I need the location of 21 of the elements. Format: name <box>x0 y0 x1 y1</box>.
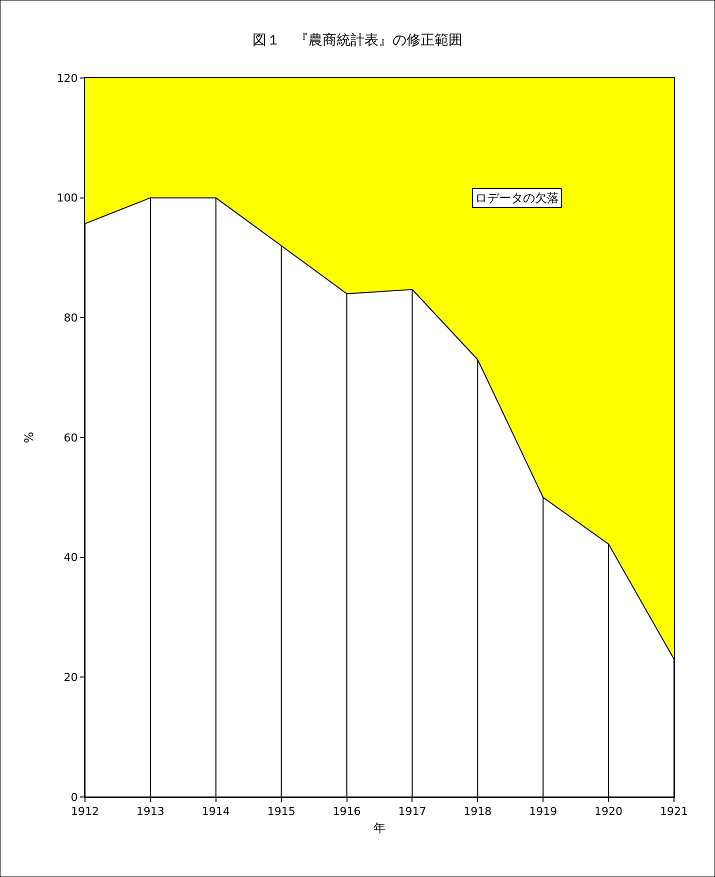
y-tick-label: 60 <box>64 431 78 444</box>
y-tick-label: 80 <box>64 312 78 325</box>
y-tick-label: 120 <box>56 72 78 85</box>
x-tick-label: 1917 <box>398 805 426 818</box>
x-tick-label: 1913 <box>136 805 164 818</box>
annotation: ロデータの欠落 <box>475 191 559 205</box>
y-tick-label: 20 <box>64 671 78 684</box>
y-axis-title: % <box>22 432 36 444</box>
x-tick-label: 1920 <box>594 805 623 818</box>
x-tick-label: 1914 <box>202 805 230 818</box>
y-tick-label: 100 <box>56 192 78 205</box>
x-tick-label: 1919 <box>529 805 558 818</box>
y-tick-label: 40 <box>64 551 78 564</box>
x-tick-label: 1921 <box>660 805 688 818</box>
x-tick-label: 1916 <box>332 805 361 818</box>
chart-title: 図１ 『農商統計表』の修正範囲 <box>252 32 462 48</box>
x-tick-label: 1915 <box>267 805 296 818</box>
y-tick-label: 0 <box>70 790 78 804</box>
x-tick-label: 1912 <box>71 805 99 818</box>
x-axis-title: 年 <box>374 821 386 836</box>
x-tick-label: 1918 <box>464 805 492 818</box>
